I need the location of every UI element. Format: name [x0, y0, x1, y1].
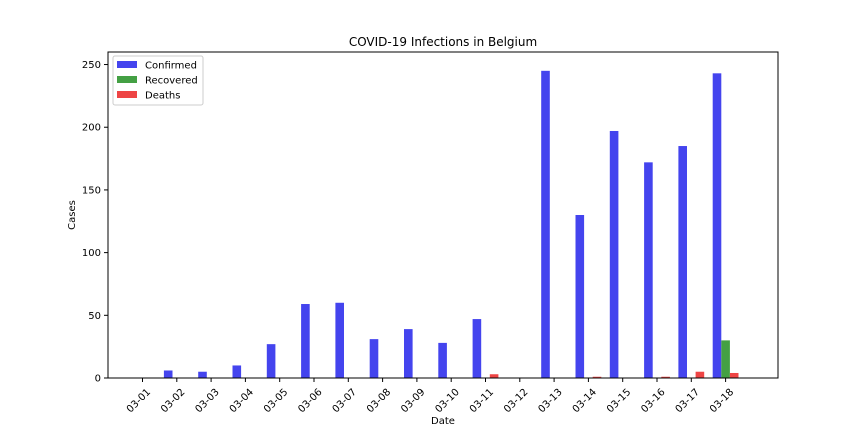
x-tick-label: 03-16	[639, 387, 667, 415]
chart-title: COVID-19 Infections in Belgium	[349, 35, 537, 49]
bar-confirmed-03-02	[163, 370, 173, 378]
y-tick-label: 50	[88, 311, 101, 322]
bar-confirmed-03-13	[541, 70, 550, 378]
bar-confirmed-03-09	[404, 329, 413, 378]
y-tick-label: 100	[82, 248, 101, 259]
x-tick-label: 03-13	[536, 387, 564, 415]
legend-label-confirmed: Confirmed	[145, 61, 197, 72]
bar-deaths-03-17	[695, 371, 705, 378]
x-tick-label: 03-18	[708, 387, 736, 415]
x-tick-label: 03-02	[159, 387, 187, 415]
bar-confirmed-03-11	[472, 319, 482, 378]
x-axis: 03-01 03-02 03-03 03-04 03-05 03-06 03-07 03-08…	[125, 378, 736, 415]
y-tick-label: 250	[82, 60, 101, 71]
x-tick-label: 03-15	[605, 387, 633, 415]
x-axis-label: Date	[431, 416, 455, 427]
x-tick-label: 03-09	[399, 387, 427, 415]
bar-deaths-03-11	[489, 374, 499, 378]
x-tick-label: 03-01	[125, 387, 153, 415]
bar-confirmed-03-04	[232, 365, 242, 378]
x-tick-label: 03-06	[296, 387, 324, 415]
legend-label-deaths: Deaths	[145, 91, 180, 102]
x-tick-label: 03-10	[434, 387, 462, 415]
bar-confirmed-03-17	[678, 146, 687, 378]
x-tick-label: 03-03	[193, 387, 221, 415]
legend: Confirmed Recovered Deaths	[112, 55, 204, 106]
x-tick-label: 03-04	[228, 387, 256, 415]
y-tick-label: 0	[95, 374, 101, 385]
bar-deaths-03-14	[592, 376, 602, 378]
bar-confirmed-03-06	[301, 304, 310, 378]
plot-area	[108, 52, 778, 378]
y-axis: 0 50 100 150 200 250	[82, 60, 108, 385]
x-tick-label: 03-17	[674, 387, 702, 415]
bar-deaths-03-16	[661, 376, 670, 378]
bar-confirmed-03-15	[609, 130, 619, 378]
bar-recovered-03-18	[721, 340, 730, 378]
x-tick-label: 03-05	[262, 387, 290, 415]
bars-group	[163, 70, 739, 378]
y-tick-label: 150	[82, 185, 101, 196]
bar-confirmed-03-08	[369, 339, 379, 378]
x-tick-label: 03-08	[365, 387, 393, 415]
legend-swatch-recovered	[117, 76, 137, 83]
x-tick-label: 03-07	[331, 387, 359, 415]
legend-swatch-deaths	[117, 91, 137, 98]
legend-label-recovered: Recovered	[145, 76, 198, 87]
legend-swatch-confirmed	[117, 61, 137, 68]
bar-deaths-03-18	[729, 372, 739, 378]
x-tick-label: 03-11	[468, 387, 496, 415]
x-tick-label: 03-12	[502, 387, 530, 415]
y-axis-label: Cases	[67, 200, 78, 230]
bar-confirmed-03-16	[644, 162, 653, 378]
bar-confirmed-03-18	[712, 73, 722, 378]
x-tick-label: 03-14	[571, 387, 599, 415]
bar-confirmed-03-10	[438, 342, 447, 378]
bar-confirmed-03-05	[266, 344, 276, 378]
y-tick-label: 200	[82, 123, 101, 134]
bar-confirmed-03-07	[335, 302, 344, 378]
plot-frame	[107, 51, 779, 379]
bar-confirmed-03-03	[198, 371, 207, 378]
bar-confirmed-03-14	[575, 215, 585, 378]
